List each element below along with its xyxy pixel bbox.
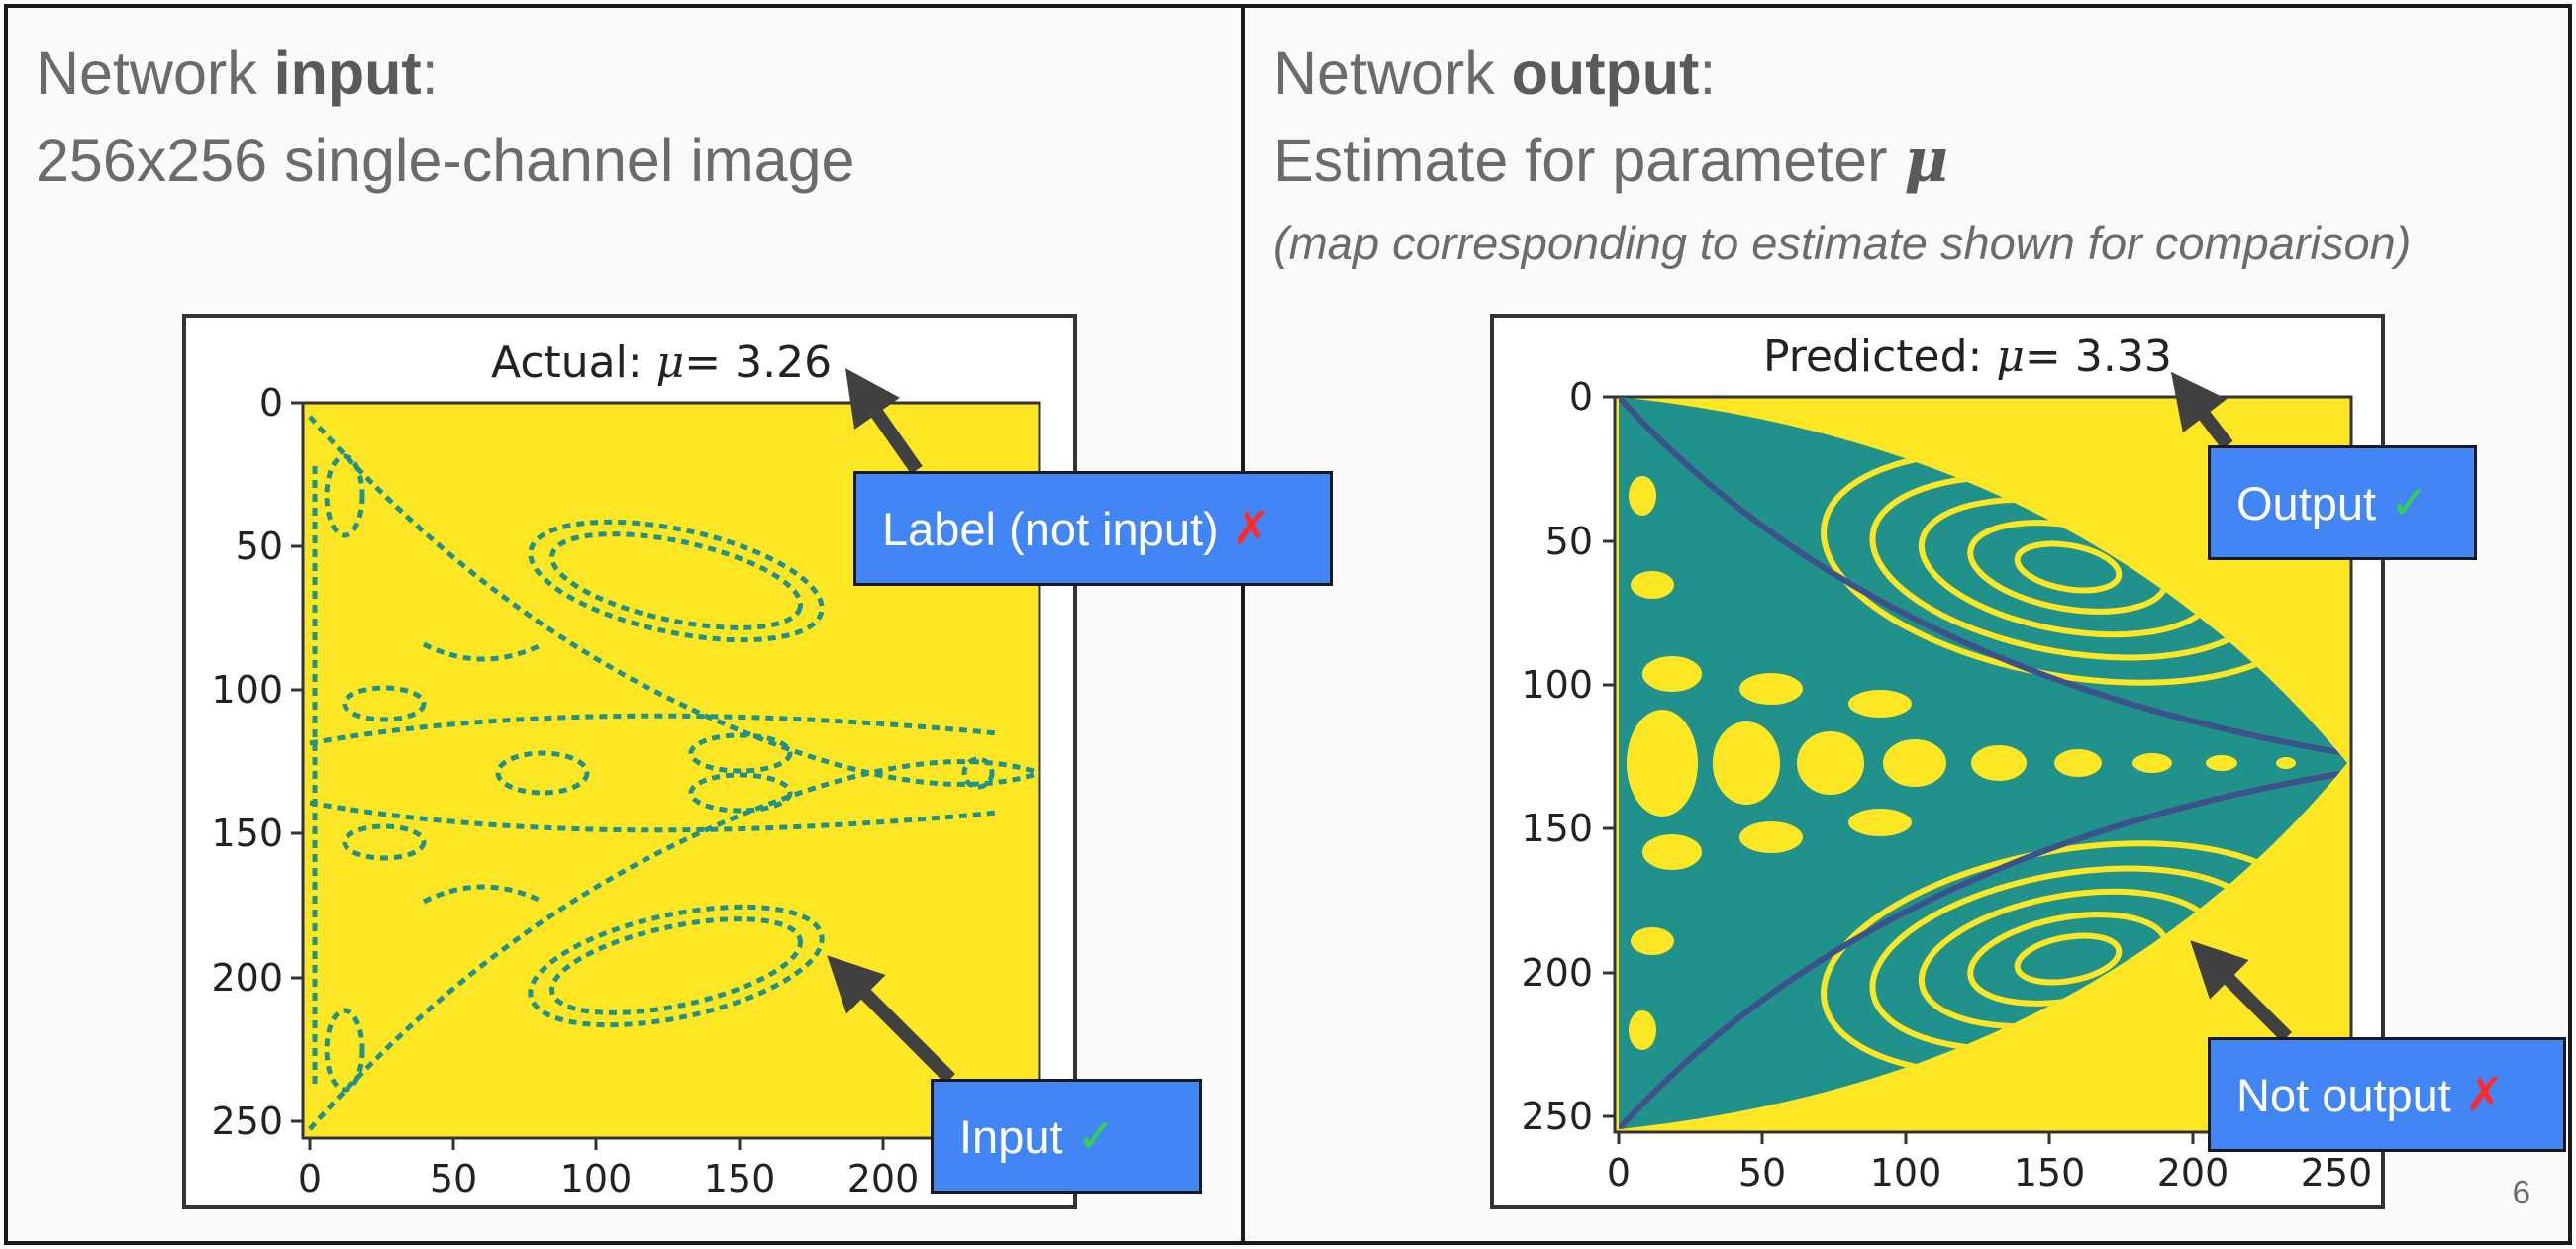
plot-title-value: = 3.33 xyxy=(2024,332,2172,382)
title-suffix: : xyxy=(1699,40,1717,107)
xtick-label: 0 xyxy=(1607,1151,1631,1195)
ytick-label: 200 xyxy=(211,956,283,1000)
mu-symbol: μ xyxy=(1904,126,1948,196)
xtick-label: 200 xyxy=(2157,1151,2229,1195)
callout-text: Input xyxy=(959,1109,1063,1163)
cross-mark-icon: ✗ xyxy=(2464,1068,2505,1120)
input-panel-title: Network input: xyxy=(36,44,439,104)
label-callout: Label (not input) ✗ xyxy=(853,471,1333,586)
comparison-note: (map corresponding to estimate shown for… xyxy=(1273,217,2412,269)
xtick-label: 150 xyxy=(704,1157,776,1201)
callout-text: Label (not input) xyxy=(882,502,1219,555)
plot-title-label: Actual: xyxy=(491,337,656,388)
plot-title-value: = 3.26 xyxy=(684,337,833,388)
ytick-label: 200 xyxy=(1521,951,1593,995)
ytick-label: 250 xyxy=(1521,1095,1593,1138)
check-mark-icon: ✓ xyxy=(2390,476,2429,528)
predicted-plot-title: Predicted: μ= 3.33 xyxy=(1763,332,2172,382)
title-suffix: : xyxy=(421,40,439,107)
ytick-label: 100 xyxy=(1521,663,1593,707)
predicted-yticks: 0 50 100 150 200 250 xyxy=(1521,375,1615,1138)
not-output-callout: Not output ✗ xyxy=(2208,1037,2566,1152)
ytick-label: 0 xyxy=(1569,375,1593,419)
actual-pattern xyxy=(308,415,1040,1131)
output-callout: Output ✓ xyxy=(2208,445,2477,560)
title-prefix: Network xyxy=(36,40,274,107)
subtitle-prefix: Estimate for parameter xyxy=(1273,127,1905,194)
ytick-label: 50 xyxy=(1545,520,1593,563)
actual-yticks: 0 50 100 150 200 250 xyxy=(211,381,303,1143)
callout-text: Output xyxy=(2236,476,2377,529)
output-panel-subtitle: Estimate for parameter μ xyxy=(1273,131,1948,192)
actual-figure: Actual: μ= 3.26 xyxy=(182,314,1077,1209)
xtick-label: 50 xyxy=(1738,1151,1786,1195)
ytick-label: 250 xyxy=(211,1100,283,1143)
xtick-label: 0 xyxy=(298,1157,322,1201)
input-panel-subtitle: 256x256 single-channel image xyxy=(36,127,855,194)
mu-symbol: μ xyxy=(655,337,685,388)
ytick-label: 50 xyxy=(236,525,283,568)
xtick-label: 100 xyxy=(560,1157,633,1201)
xtick-label: 50 xyxy=(430,1157,477,1201)
xtick-label: 100 xyxy=(1870,1151,1942,1195)
title-bold: input xyxy=(273,40,422,107)
xtick-label: 250 xyxy=(2301,1151,2373,1195)
check-mark-icon: ✓ xyxy=(1076,1109,1116,1162)
mu-symbol: μ xyxy=(1996,332,2025,382)
predicted-xticks: 0 50 100 150 200 250 xyxy=(1607,1132,2372,1195)
page-number: 6 xyxy=(2512,1174,2530,1210)
plot-title-label: Predicted: xyxy=(1763,332,1997,382)
title-bold: output xyxy=(1511,40,1700,107)
actual-plot-title: Actual: μ= 3.26 xyxy=(491,337,832,388)
ytick-label: 150 xyxy=(1521,807,1593,850)
ytick-label: 0 xyxy=(259,381,283,425)
ytick-label: 100 xyxy=(211,668,283,712)
predicted-plot-svg: 0 50 100 150 200 250 0 50 100 xyxy=(1521,375,2372,1195)
ytick-label: 150 xyxy=(211,812,283,855)
callout-text: Not output xyxy=(2236,1068,2451,1121)
output-panel-title: Network output: xyxy=(1273,44,1716,104)
input-callout: Input ✓ xyxy=(931,1079,1202,1194)
cross-mark-icon: ✗ xyxy=(1232,502,1272,554)
xtick-label: 150 xyxy=(2014,1151,2086,1195)
title-prefix: Network xyxy=(1273,40,1512,107)
xtick-label: 200 xyxy=(847,1157,920,1201)
input-panel: Network input: 256x256 single-channel im… xyxy=(4,4,1249,1245)
